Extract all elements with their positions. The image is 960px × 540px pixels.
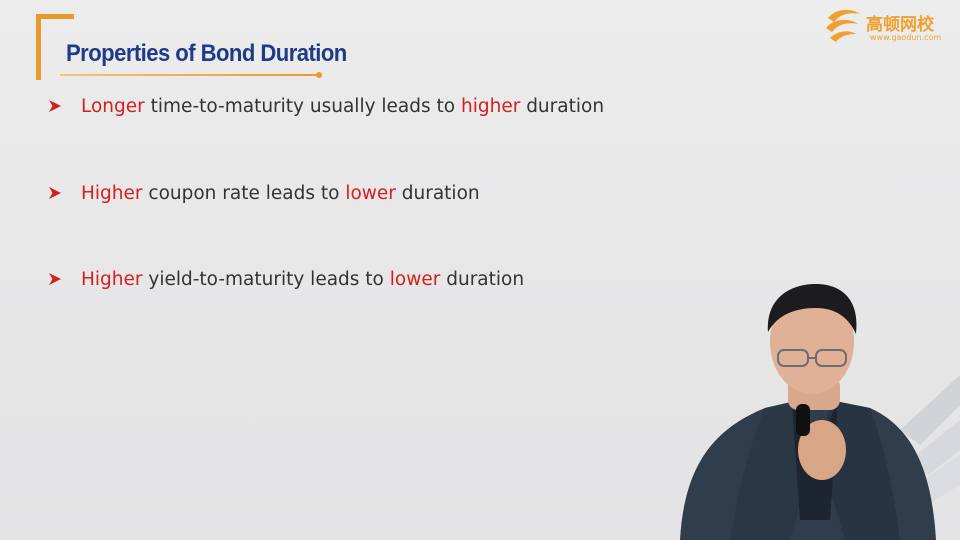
bullet-item: Longer time-to-maturity usually leads to… bbox=[48, 93, 604, 119]
bullet-text: Longer time-to-maturity usually leads to… bbox=[81, 96, 604, 117]
gaodun-logo-icon bbox=[826, 9, 860, 42]
logo-name: 高顿网校 bbox=[866, 15, 934, 35]
bullet-plain: duration bbox=[520, 95, 605, 117]
bullet-item: Higher coupon rate leads to lower durati… bbox=[48, 180, 480, 206]
bullet-emphasis: Longer bbox=[81, 95, 145, 117]
bullet-plain: duration bbox=[395, 182, 480, 204]
bullet-plain: time-to-maturity usually leads to bbox=[144, 95, 461, 117]
presenter-video-icon bbox=[680, 284, 960, 540]
bullet-text: Higher coupon rate leads to lower durati… bbox=[81, 183, 480, 204]
title-underline bbox=[60, 74, 322, 76]
logo-url: www.gaodun.com bbox=[870, 33, 942, 42]
brand-logo: 高顿网校 www.gaodun.com bbox=[822, 6, 952, 46]
arrow-bullet-icon bbox=[49, 187, 61, 199]
bullet-plain: coupon rate leads to bbox=[142, 182, 346, 204]
bullet-emphasis: higher bbox=[460, 95, 521, 117]
arrow-bullet-icon bbox=[49, 273, 61, 285]
bullet-emphasis: Higher bbox=[81, 268, 143, 290]
bullet-emphasis: lower bbox=[389, 268, 441, 290]
title-bracket-vertical bbox=[36, 14, 41, 80]
arrow-bullet-icon bbox=[49, 100, 61, 112]
bullet-text: Higher yield-to-maturity leads to lower … bbox=[81, 269, 524, 290]
bullet-plain: yield-to-maturity leads to bbox=[142, 268, 390, 290]
title-underline-dot bbox=[316, 72, 322, 78]
slide-title: Properties of Bond Duration bbox=[66, 40, 347, 67]
bullet-emphasis: lower bbox=[345, 182, 396, 204]
title-bracket-horizontal bbox=[36, 14, 74, 19]
bullet-item: Higher yield-to-maturity leads to lower … bbox=[48, 266, 524, 292]
bullet-plain: duration bbox=[440, 268, 525, 290]
bullet-emphasis: Higher bbox=[81, 182, 143, 204]
